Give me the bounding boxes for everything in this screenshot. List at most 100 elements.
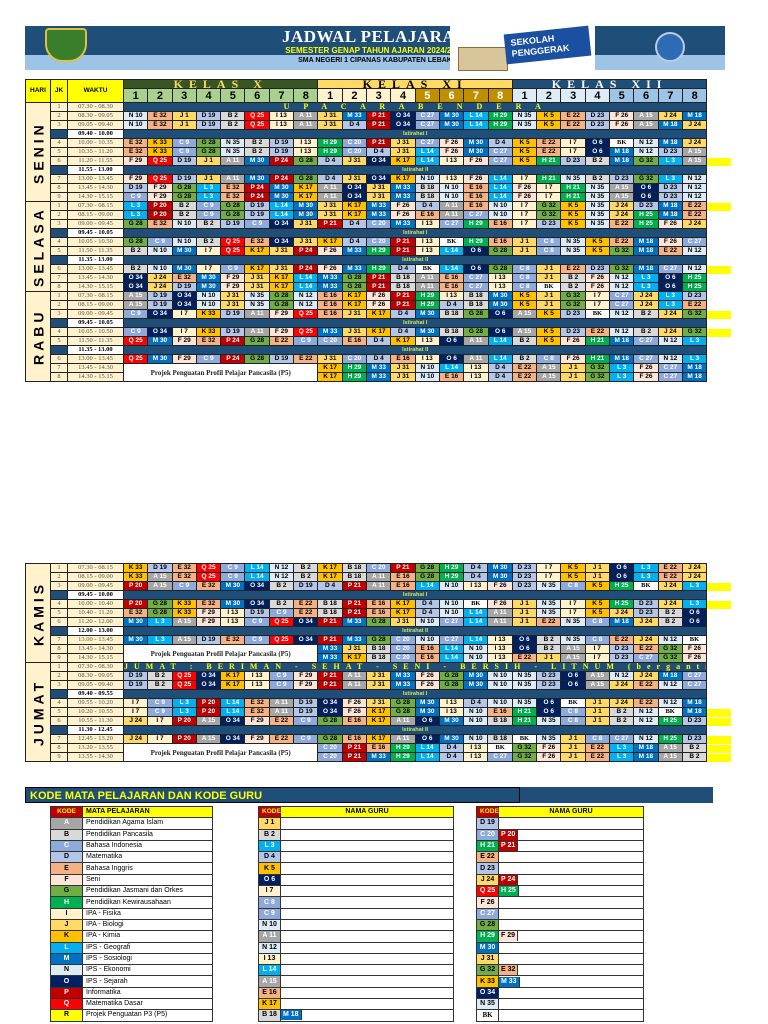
teacher-name — [498, 941, 644, 954]
schedule-cell: L 3 — [633, 572, 659, 582]
schedule-cell: M 33 — [390, 680, 416, 690]
schedule-cell: C 9 — [147, 237, 173, 247]
schedule-cell: A 11 — [317, 192, 343, 202]
schedule-cell: O 6 — [560, 671, 586, 681]
teacher-code-alt: E 32 — [499, 965, 519, 976]
schedule-cell: D 23 — [560, 309, 586, 319]
legend-row: K 17 — [258, 998, 454, 1011]
period-time: 14.30 - 15.15 — [67, 282, 124, 292]
schedule-cell: M 18 — [609, 336, 635, 346]
schedule-cell: P 21 — [317, 680, 343, 690]
schedule-cell: D 19 — [293, 581, 319, 591]
schedule-cell: M 30 — [293, 210, 319, 220]
schedule-cell: N 10 — [438, 192, 465, 202]
break-time: 09.40 - 10.00 — [67, 129, 124, 139]
schedule-cell: B 18 — [390, 273, 416, 283]
schedule-cell: O 34 — [366, 174, 392, 184]
schedule-cell: O 6 — [657, 282, 683, 292]
class-number-10-4: 4 — [195, 88, 222, 103]
schedule-cell: BK — [657, 707, 683, 717]
period-number: 1 — [50, 563, 68, 573]
schedule-cell: D 23 — [511, 581, 538, 591]
schedule-cell: O 6 — [414, 716, 440, 726]
period-time: 10.35 - 11.20 — [67, 147, 124, 157]
schedule-cell: E 22 — [633, 644, 659, 654]
schedule-cell: D 23 — [681, 291, 708, 301]
day-label-jumat: JUMAT — [25, 662, 51, 762]
subject-code-table: KODE MATA PELAJARAN A Pendidikan Agama Isla… — [50, 805, 213, 1022]
schedule-cell: D 23 — [584, 120, 611, 130]
schedule-cell: A 11 — [487, 608, 513, 618]
lesson-row: 5 10.40 - 11.20 E 32 G 28 K 33 F 29 I 13 D 19 C … — [26, 608, 708, 618]
schedule-cell: I 13 — [244, 680, 270, 690]
subject-code: M — [50, 952, 83, 966]
class-number-10-7: 7 — [268, 88, 295, 103]
schedule-cell: K 17 — [341, 291, 368, 301]
schedule-cell: G 28 — [122, 219, 149, 229]
schedule-cell: M 18 — [681, 111, 708, 121]
schedule-cell: J 31 — [341, 309, 368, 319]
legend-row: F 26 — [476, 896, 644, 909]
teacher-code: H 29 — [476, 930, 499, 943]
schedule-cell: O 6 — [560, 680, 586, 690]
legend-row: R Projek Penguatan P3 (P5) — [50, 1009, 213, 1022]
break-row: 09.45 - 10.00 Istirahat I — [26, 590, 708, 600]
schedule-cell: D 19 — [171, 282, 197, 292]
schedule-cell: K 5 — [584, 246, 611, 256]
teacher-code: J 24 — [476, 873, 499, 887]
teacher-name — [280, 896, 454, 909]
teacher-name — [498, 851, 644, 864]
schedule-cell: I 13 — [463, 363, 489, 373]
schedule-cell: D 4 — [317, 156, 343, 166]
schedule-cell: M 30 — [438, 120, 465, 130]
schedule-cell: E 16 — [317, 300, 343, 310]
schedule-cell: C 27 — [657, 363, 683, 373]
schedule-cell: B 2 — [681, 752, 708, 762]
schedule-cell: F 26 — [657, 219, 683, 229]
schedule-cell: M 18 — [633, 743, 659, 753]
schedule-cell: C 27 — [657, 264, 683, 274]
schedule-cell: A 11 — [341, 671, 367, 681]
schedule-cell: D 19 — [122, 680, 149, 690]
legend-row: C 9 — [258, 907, 454, 920]
schedule-cell: C 27 — [463, 282, 489, 292]
schedule-cell: A 15 — [560, 653, 586, 663]
schedule-cell: O 34 — [268, 237, 295, 247]
schedule-cell: J 24 — [633, 635, 659, 645]
schedule-cell: C 20 — [365, 563, 392, 573]
schedule-cell: G 32 — [511, 752, 538, 762]
period-number: 6 — [50, 354, 68, 364]
schedule-cell: G 28 — [122, 237, 149, 247]
schedule-cell: A 15 — [584, 680, 610, 690]
schedule-cell: A 11 — [220, 156, 246, 166]
schedule-cell: E 16 — [487, 219, 513, 229]
period-number: 5 — [50, 246, 68, 256]
schedule-cell: E 16 — [463, 192, 489, 202]
schedule-cell: L 3 — [122, 201, 149, 211]
schedule-cell: D 23 — [681, 716, 708, 726]
break-label: Istirahat I — [122, 590, 708, 600]
schedule-cell: F 29 — [220, 273, 246, 283]
subject-code: J — [50, 918, 83, 932]
schedule-cell: M 33 — [365, 752, 392, 762]
schedule-cell: C 27 — [609, 300, 635, 310]
schedule-cell: L 3 — [657, 156, 683, 166]
schedule-cell: E 16 — [390, 581, 416, 591]
legend-row: M IPS - Sosiologi — [50, 952, 213, 966]
schedule-cell: C 20 — [366, 237, 392, 247]
schedule-cell: P 24 — [220, 336, 246, 346]
schedule-cell: E 16 — [487, 707, 513, 717]
schedule-cell: N 35 — [536, 734, 562, 744]
schedule-cell: G 28 — [341, 282, 368, 292]
teacher-code-table-right: KODE NAMA GURU D 19 C 20 P 20 H 21 P 21 E 22 D 2… — [476, 805, 644, 1022]
schedule-cell: O 6 — [657, 273, 683, 283]
schedule-cell: C 27 — [487, 156, 513, 166]
schedule-cell: C 9 — [195, 210, 222, 220]
schedule-cell: C 27 — [609, 291, 635, 301]
schedule-cell: D 4 — [366, 336, 392, 346]
schedule-cell: C 27 — [414, 120, 440, 130]
period-number: 3 — [50, 581, 68, 591]
schedule-cell: E 32 — [171, 572, 197, 582]
schedule-cell: K 5 — [536, 111, 562, 121]
